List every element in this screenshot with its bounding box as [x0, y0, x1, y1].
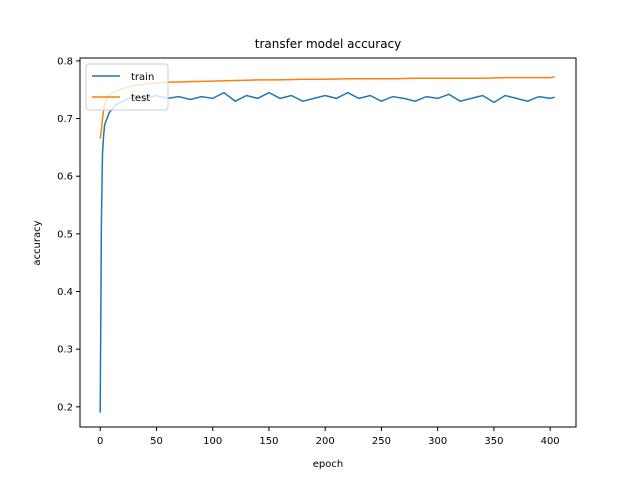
x-tick-label: 350: [484, 436, 503, 447]
y-tick-label: 0.7: [57, 114, 73, 125]
y-tick-label: 0.6: [57, 172, 73, 183]
x-tick-label: 250: [372, 436, 391, 447]
x-axis-label: epoch: [313, 459, 343, 470]
plot-frame: [79, 57, 577, 428]
x-tick-label: 100: [203, 436, 222, 447]
y-tick-label: 0.8: [57, 56, 73, 67]
x-tick-label: 300: [428, 436, 447, 447]
legend-box: [85, 63, 169, 111]
y-tick-label: 0.4: [57, 287, 73, 298]
y-axis-ticks: 0.2 0.3 0.4 0.5 0.6 0.7 0.8: [57, 56, 80, 413]
legend: train test: [85, 63, 169, 111]
x-axis-ticks: 0 50 100 150 200 250 300 350 400: [97, 427, 560, 447]
x-tick-label: 200: [316, 436, 335, 447]
chart-title: transfer model accuracy: [255, 37, 402, 51]
plot-lines: [99, 76, 555, 413]
legend-label-train: train: [131, 72, 154, 83]
y-tick-label: 0.3: [57, 345, 73, 356]
x-tick-label: 0: [97, 436, 103, 447]
y-axis-label: accuracy: [32, 220, 43, 265]
x-tick-label: 150: [259, 436, 278, 447]
legend-label-test: test: [131, 93, 150, 104]
series-line-train: [99, 91, 555, 413]
x-tick-label: 400: [541, 436, 560, 447]
x-tick-label: 50: [150, 436, 163, 447]
y-tick-label: 0.5: [57, 229, 73, 240]
y-tick-label: 0.2: [57, 402, 73, 413]
